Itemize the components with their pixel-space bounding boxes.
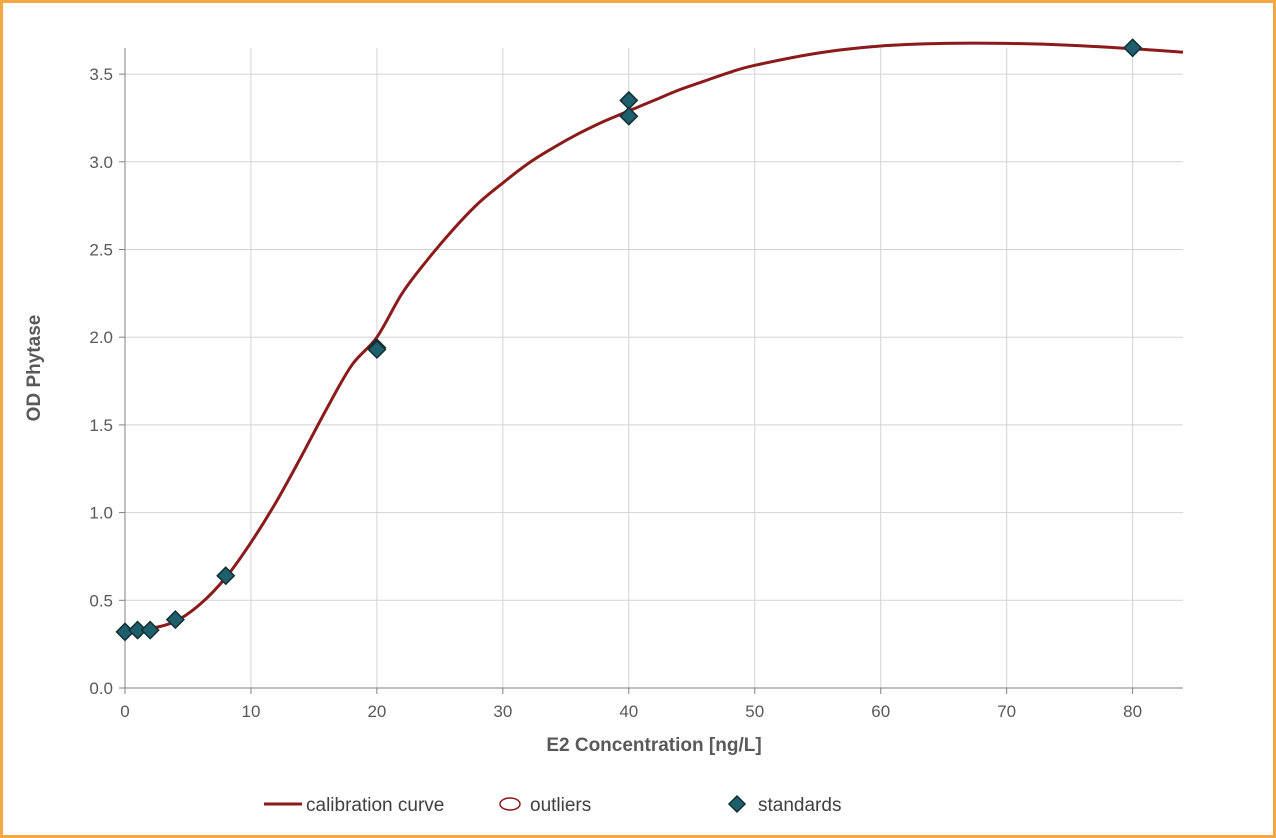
y-tick-labels: 0.0 0.5 1.0 1.5 2.0 2.5 3.0 3.5	[89, 65, 113, 698]
x-tick-label: 30	[493, 702, 512, 721]
x-tick-label: 70	[997, 702, 1016, 721]
x-tick-label: 40	[619, 702, 638, 721]
x-tick-labels: 0 10 20 30 40 50 60 70 80	[120, 702, 1142, 721]
y-tick-label: 2.5	[89, 241, 113, 260]
y-axis-title: OD Phytase	[24, 315, 45, 422]
x-tick-label: 50	[745, 702, 764, 721]
y-tick-label: 3.5	[89, 65, 113, 84]
y-tick-label: 1.5	[89, 416, 113, 435]
y-tick-label: 3.0	[89, 153, 113, 172]
standard-point	[128, 620, 148, 640]
legend-calibration-curve-label: calibration curve	[306, 795, 444, 816]
legend-standards-swatch	[727, 794, 747, 814]
standard-point	[216, 566, 236, 586]
standard-point	[140, 620, 160, 640]
legend-outliers-label: outliers	[530, 795, 591, 816]
legend: calibration curve outliers standards	[264, 794, 841, 816]
y-tick-label: 1.0	[89, 504, 113, 523]
legend-outliers-swatch	[499, 797, 521, 811]
x-tick-label: 10	[241, 702, 260, 721]
grid	[124, 48, 1183, 688]
x-tick-label: 0	[120, 702, 129, 721]
standard-point	[619, 90, 639, 110]
standard-point	[619, 106, 639, 126]
axes	[119, 48, 1183, 694]
y-tick-label: 2.0	[89, 328, 113, 347]
standards-points	[115, 38, 1143, 642]
x-tick-label: 20	[367, 702, 386, 721]
standard-point	[367, 339, 387, 360]
y-tick-label: 0.5	[89, 591, 113, 610]
x-axis-title: E2 Concentration [ng/L]	[546, 735, 761, 756]
standard-point	[165, 610, 185, 630]
y-tick-label: 0.0	[89, 679, 113, 698]
x-tick-label: 60	[871, 702, 890, 721]
standard-point	[1123, 38, 1143, 58]
x-tick-label: 80	[1123, 702, 1142, 721]
legend-standards-label: standards	[758, 795, 841, 816]
calibration-curve-line	[124, 41, 1184, 632]
